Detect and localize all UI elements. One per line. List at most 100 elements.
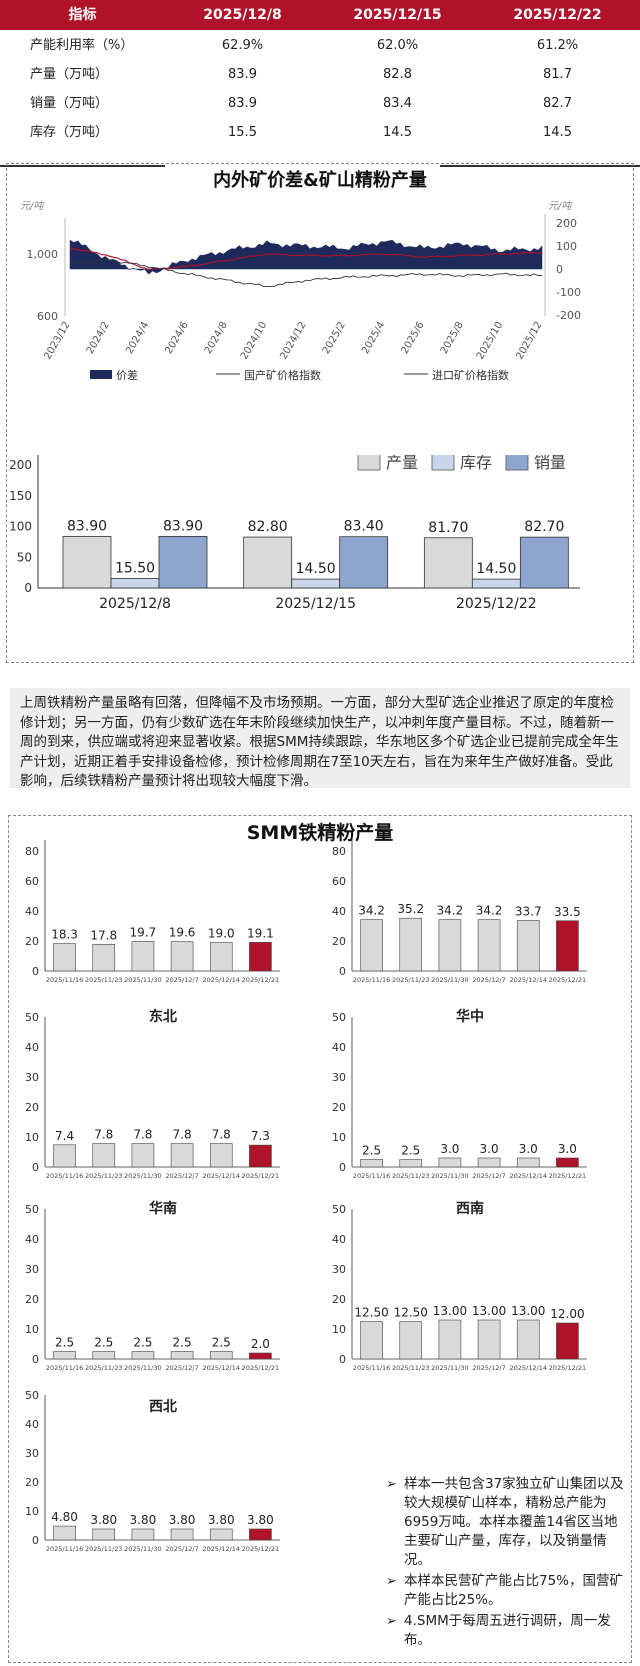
x-tick-label: 2024/12 xyxy=(278,320,308,361)
y-tick-label: 10 xyxy=(25,1131,39,1144)
bar xyxy=(209,942,233,972)
x-tick-label: 2024/4 xyxy=(124,320,151,356)
right-tick-label: -100 xyxy=(556,286,581,299)
bar xyxy=(438,1157,462,1168)
right-tick-label: 0 xyxy=(556,263,563,276)
x-tick-label: 2025/10 xyxy=(475,320,505,361)
bar-库存 xyxy=(110,578,160,589)
bar xyxy=(477,1319,501,1360)
bar xyxy=(516,920,540,972)
y-tick-label: 0 xyxy=(32,1534,39,1547)
x-tick-label: 2025/12/14 xyxy=(203,1172,240,1180)
legend-label: 国产矿价格指数 xyxy=(244,368,321,382)
x-tick-label: 2025/12/7 xyxy=(472,1172,505,1180)
bar-value-label: 81.70 xyxy=(428,520,468,536)
table-header-date-1: 2025/12/8 xyxy=(203,7,282,23)
bar-value-label: 2.0 xyxy=(251,1337,270,1351)
bar xyxy=(556,1157,579,1168)
y-tick-label: 20 xyxy=(25,935,39,948)
table-cell: 62.9% xyxy=(221,38,264,53)
x-tick-label: 2025/4 xyxy=(360,320,387,356)
domestic-index-line xyxy=(69,247,543,271)
chart1-title: 内外矿价差&矿山精粉产量 xyxy=(213,170,427,191)
summary-table: 指标 2025/12/8 2025/12/15 2025/12/22 产能利用率… xyxy=(0,0,640,170)
right-axis-unit: 元/吨 xyxy=(548,200,573,212)
spread-area xyxy=(69,239,543,275)
bar-value-label: 12.50 xyxy=(354,1306,388,1320)
bar xyxy=(399,1159,423,1168)
bar-value-label: 33.7 xyxy=(515,904,542,918)
panel-title: 东北 xyxy=(149,1008,177,1025)
bar-value-label: 3.80 xyxy=(130,1513,157,1527)
y-tick-label: 10 xyxy=(332,1131,346,1144)
x-tick-label: 2025/6 xyxy=(399,320,426,356)
bar xyxy=(556,1322,579,1360)
left-tick-label: 600 xyxy=(37,310,58,323)
x-tick-label: 2025/11/23 xyxy=(392,1364,429,1372)
bar-value-label: 7.8 xyxy=(94,1128,113,1142)
table-header-indicator: 指标 xyxy=(68,7,97,23)
bar xyxy=(131,1528,155,1541)
bar-value-label: 13.00 xyxy=(472,1304,506,1318)
x-tick-label: 2025/11/16 xyxy=(353,976,390,984)
panel-title: 西南 xyxy=(456,1200,484,1217)
bar xyxy=(92,1528,116,1541)
legend-label: 销量 xyxy=(534,455,566,472)
bar-value-label: 83.40 xyxy=(344,519,384,535)
y-tick-label: 80 xyxy=(332,845,346,858)
y-tick-label: 30 xyxy=(332,1071,346,1084)
y-tick-label: 40 xyxy=(332,1233,346,1246)
table-row-label: 产能利用率（%） xyxy=(30,38,134,53)
x-tick-label: 2025/11/23 xyxy=(85,1364,122,1372)
bar xyxy=(209,1351,233,1360)
bar-value-label: 19.6 xyxy=(169,926,196,940)
bar-销量 xyxy=(519,536,569,589)
bar-value-label: 3.0 xyxy=(519,1142,538,1156)
x-tick-label: 2025/12/21 xyxy=(242,1364,279,1372)
table-cell: 62.0% xyxy=(376,38,419,53)
spread-chart: 元/吨 元/吨 1,000 600 200 100 0 -100 -200 2023/12 2024… xyxy=(20,200,581,382)
table-divider xyxy=(0,165,165,167)
bar xyxy=(249,942,272,972)
bar-value-label: 3.80 xyxy=(169,1513,196,1527)
bar-value-label: 3.0 xyxy=(480,1142,499,1156)
bar-value-label: 15.50 xyxy=(115,560,155,576)
x-tick-label: 2025/11/23 xyxy=(85,1545,122,1553)
x-tick-label: 2024/6 xyxy=(163,320,190,356)
y-tick-label: 50 xyxy=(332,1203,346,1216)
right-tick-label: -200 xyxy=(556,309,581,322)
y-tick-label: 200 xyxy=(9,458,32,472)
table-cell: 82.7 xyxy=(543,96,572,111)
bar-value-label: 2.5 xyxy=(55,1336,74,1350)
table-header-row: 指标 2025/12/8 2025/12/15 2025/12/22 xyxy=(0,0,640,30)
legend-swatch-spread xyxy=(90,370,112,379)
y-tick-label: 50 xyxy=(17,550,32,564)
bar-value-label: 14.50 xyxy=(296,561,336,577)
table-cell: 15.5 xyxy=(228,125,257,140)
x-tick-label: 2025/12/21 xyxy=(242,1172,279,1180)
y-tick-label: 10 xyxy=(25,1323,39,1336)
x-tick-label: 2024/10 xyxy=(239,320,269,361)
x-tick-label: 2024/2 xyxy=(85,320,112,356)
bar-value-label: 2.5 xyxy=(173,1336,192,1350)
x-tick-label: 2025/11/30 xyxy=(124,1364,161,1372)
bar xyxy=(399,1321,423,1360)
y-tick-label: 60 xyxy=(332,875,346,888)
legend-swatch xyxy=(357,455,381,471)
bar-value-label: 3.80 xyxy=(208,1513,235,1527)
bar-value-label: 3.0 xyxy=(558,1142,577,1156)
y-tick-label: 20 xyxy=(332,935,346,948)
y-tick-label: 0 xyxy=(32,965,39,978)
sample-notes: ➢ 样本一共包含37家独立矿山集团以及较大规模矿山样本，精粉总产能为6959万吨。… xyxy=(384,1475,624,1652)
y-tick-label: 30 xyxy=(25,1071,39,1084)
x-tick-label: 2025/11/30 xyxy=(431,1364,468,1372)
bar-value-label: 7.8 xyxy=(173,1128,192,1142)
bar xyxy=(556,920,579,972)
arrow-bullet-icon: ➢ xyxy=(386,1477,397,1492)
y-tick-label: 40 xyxy=(25,1041,39,1054)
bar-value-label: 35.2 xyxy=(397,902,424,916)
bar xyxy=(209,1143,233,1168)
panel-title: 华中 xyxy=(456,1008,484,1025)
right-tick-label: 200 xyxy=(556,217,577,230)
table-cell: 82.8 xyxy=(383,67,412,82)
